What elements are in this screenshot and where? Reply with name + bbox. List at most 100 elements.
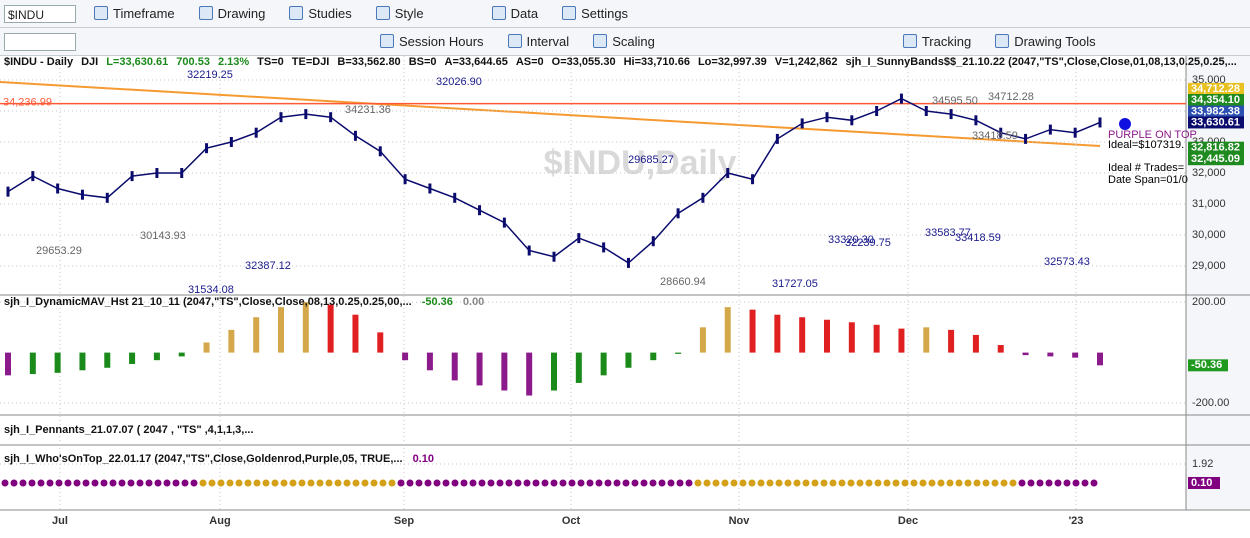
y-tick-label: 32,000: [1192, 167, 1226, 179]
histogram-bar: [600, 352, 607, 376]
y-tick-label: -200.00: [1192, 397, 1229, 409]
state-dot: [667, 479, 675, 487]
price-bar: [552, 251, 556, 262]
price-annotation: 34595.50: [932, 95, 978, 107]
state-dot: [928, 479, 936, 487]
state-dot: [892, 479, 900, 487]
menu-button[interactable]: Data: [488, 6, 542, 21]
y-tick-label: 31,000: [1192, 198, 1226, 210]
state-dot: [1090, 479, 1098, 487]
price-annotation: 28660.94: [660, 276, 706, 288]
menu-button[interactable]: Settings: [558, 6, 632, 21]
price-bar: [229, 137, 233, 148]
price-bar: [6, 186, 10, 197]
price-bar: [353, 130, 357, 141]
histogram-bar: [228, 329, 235, 353]
state-dot: [712, 479, 720, 487]
histogram-bar: [824, 319, 830, 353]
state-dot: [685, 479, 693, 487]
state-dot: [856, 479, 864, 487]
price-annotation: 32573.43: [1044, 256, 1090, 268]
chart-header-item: sjh_I_SunnyBands$$_21.10.22 (2047,"TS",C…: [845, 56, 1236, 68]
menu-button[interactable]: Studies: [285, 6, 355, 21]
chart-header-item: TS=0: [257, 56, 284, 68]
state-dot: [1063, 479, 1071, 487]
price-bar: [31, 171, 35, 182]
histogram-bar: [898, 328, 905, 353]
price-annotation: 33320.30: [828, 234, 874, 246]
price-annotation: 34712.28: [988, 91, 1034, 103]
price-annotation: 33583.77: [925, 227, 971, 239]
price-annotation: 32026.90: [436, 76, 482, 88]
price-bar: [800, 118, 804, 129]
price-bar: [1024, 133, 1028, 144]
state-dot: [964, 479, 972, 487]
price-bar: [577, 233, 581, 244]
state-dot: [973, 479, 981, 487]
state-dot: [370, 479, 378, 487]
price-annotation: 29653.29: [36, 245, 82, 257]
price-bar: [428, 183, 432, 194]
state-dot: [658, 479, 666, 487]
tool-button[interactable]: Scaling: [589, 34, 659, 49]
price-bar: [205, 143, 209, 154]
panel-value: -50.36: [422, 296, 453, 308]
price-bar: [751, 174, 755, 185]
state-dot: [586, 479, 594, 487]
menu-button[interactable]: Drawing: [195, 6, 270, 21]
state-dot: [190, 479, 198, 487]
chart-header-item: A=33,644.65: [445, 56, 508, 68]
tool-button[interactable]: Tracking: [899, 34, 975, 49]
price-value-box: [1188, 82, 1244, 95]
state-dot: [955, 479, 963, 487]
state-dot: [82, 479, 90, 487]
histogram-bar: [948, 329, 955, 353]
state-dot: [478, 479, 486, 487]
chart-header-item: AS=0: [516, 56, 544, 68]
state-dot: [1045, 479, 1053, 487]
state-dot: [1054, 479, 1062, 487]
state-dot: [982, 479, 990, 487]
state-dot: [793, 479, 801, 487]
state-dot: [1009, 479, 1017, 487]
tool-button[interactable]: Interval: [504, 34, 574, 49]
symbol-input[interactable]: $INDU: [4, 4, 76, 23]
histogram-bar: [327, 304, 334, 353]
menu-button[interactable]: Timeframe: [90, 6, 179, 21]
price-bar: [651, 236, 655, 247]
state-dot: [379, 479, 387, 487]
state-dot: [838, 479, 846, 487]
histogram-bar: [799, 317, 806, 353]
state-dot: [694, 479, 702, 487]
price-bar: [626, 257, 630, 268]
state-dot: [334, 479, 342, 487]
state-dot: [469, 479, 477, 487]
panel-value: 0.00: [463, 296, 484, 308]
price-value-label: 32,816.82: [1191, 142, 1240, 154]
tool-button[interactable]: Session Hours: [376, 34, 488, 49]
state-dot: [442, 479, 450, 487]
interval-input[interactable]: [4, 32, 76, 51]
state-dot: [640, 479, 648, 487]
histogram-bar: [526, 352, 533, 396]
state-dot: [136, 479, 144, 487]
price-annotation: 30143.93: [140, 230, 186, 242]
state-dot: [829, 479, 837, 487]
histogram-bar: [476, 352, 483, 386]
histogram-value-box: [1188, 359, 1228, 372]
price-value-box: [1188, 153, 1244, 166]
strategy-note: PURPLE ON TOP: [1108, 129, 1197, 141]
menu-button[interactable]: Style: [372, 6, 428, 21]
price-annotation: 33418.59: [955, 232, 1001, 244]
histogram-bar: [129, 352, 136, 364]
tool-button[interactable]: Drawing Tools: [991, 34, 1099, 49]
state-dot: [271, 479, 279, 487]
state-dot: [244, 479, 252, 487]
signal-dot: [1119, 118, 1131, 130]
state-dot: [28, 479, 36, 487]
price-bar: [180, 168, 184, 179]
level-label: 34,236.99: [3, 97, 52, 109]
price-bar: [279, 112, 283, 123]
state-dot: [208, 479, 216, 487]
state-dot: [172, 479, 180, 487]
